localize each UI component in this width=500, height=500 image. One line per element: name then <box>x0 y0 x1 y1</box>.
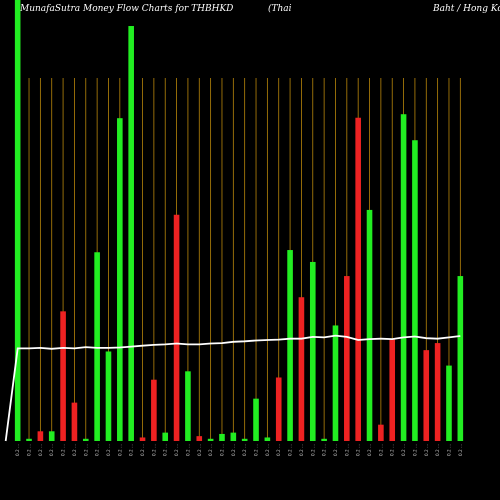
bar <box>264 437 271 441</box>
bar <box>423 350 430 441</box>
x-tick-label: 0.2 ... <box>219 444 224 456</box>
x-tick-label: 0.2 ... <box>356 444 361 456</box>
x-tick-label: 0.2 ... <box>458 444 463 456</box>
chart-title: MunafaSutra Money Flow Charts for THBHKD <box>20 4 234 14</box>
x-tick-label: 0.2 ... <box>83 444 88 456</box>
bar <box>117 118 123 442</box>
x-tick-label: 0.2 ... <box>435 444 440 456</box>
x-tick-label: 0.2 ... <box>38 444 43 456</box>
line-group <box>4 334 461 442</box>
x-tick-label: 0.2 ... <box>231 444 236 456</box>
chart-title-pair: Baht / Hong Kong <box>433 4 500 14</box>
bar <box>309 261 316 441</box>
bar <box>241 438 248 441</box>
x-tick-label: 0.2 ... <box>197 444 202 456</box>
bar <box>14 0 21 441</box>
x-tick-label: 0.2 ... <box>129 444 134 456</box>
bar <box>82 438 89 441</box>
x-tick-label: 0.2 ... <box>163 444 168 456</box>
x-tick-label: 0.2 ... <box>333 444 338 456</box>
x-tick-label: 0.2 ... <box>95 444 100 456</box>
x-tick-label: 0.2 ... <box>208 444 213 456</box>
bar <box>60 311 66 441</box>
x-tick-label: 0.2 ... <box>174 444 179 456</box>
bar <box>253 398 259 441</box>
x-tick-label: 0.2 ... <box>322 444 327 456</box>
bar <box>37 431 44 441</box>
bar <box>185 371 191 441</box>
bar <box>446 365 452 441</box>
x-tick-label: 0.2 ... <box>254 444 259 456</box>
x-tick-label: 0.2 ... <box>265 444 270 456</box>
bar <box>151 379 157 441</box>
bar <box>128 26 134 441</box>
x-tick-label: 0.2 ... <box>288 444 293 456</box>
bar <box>400 114 407 442</box>
bar <box>26 438 32 441</box>
bars-group <box>14 0 464 442</box>
x-tick-label: 0.2 ... <box>367 444 372 456</box>
x-tick-label: 0.2 ... <box>390 444 395 456</box>
bar <box>321 438 327 441</box>
x-tick-label: 0.2 ... <box>72 444 77 456</box>
x-tick-label: 0.2 ... <box>117 444 122 456</box>
bar <box>389 339 396 441</box>
chart-title-currency: (Thai <box>268 4 292 14</box>
tick-labels-group: 0.2 ... 0.2 ... 0.2 ... 0.2 ... 0.2 ... 0.2 .… <box>15 444 463 456</box>
x-tick-label: 0.2 ... <box>151 444 156 456</box>
x-tick-label: 0.2 ... <box>299 444 304 456</box>
x-tick-label: 0.2 ... <box>27 444 32 456</box>
x-tick-label: 0.2 ... <box>185 444 190 456</box>
x-tick-label: 0.2 ... <box>310 444 315 456</box>
x-tick-label: 0.2 ... <box>242 444 247 456</box>
bar <box>162 432 169 441</box>
bar <box>355 117 361 441</box>
x-tick-label: 0.2 ... <box>446 444 451 456</box>
x-tick-label: 0.2 ... <box>140 444 145 456</box>
x-tick-label: 0.2 ... <box>401 444 406 456</box>
x-tick-label: 0.2 ... <box>412 444 417 456</box>
bar <box>412 140 418 441</box>
x-tick-label: 0.2 ... <box>424 444 429 456</box>
bar <box>332 325 339 441</box>
bar <box>434 343 441 441</box>
bar <box>207 438 214 441</box>
x-tick-label: 0.2 ... <box>344 444 349 456</box>
bar <box>457 276 464 441</box>
bar <box>94 252 100 441</box>
bar <box>344 276 350 441</box>
bar <box>173 214 180 441</box>
x-tick-label: 0.2 ... <box>276 444 281 456</box>
series-line <box>4 334 461 442</box>
bar <box>71 402 78 441</box>
bar <box>366 209 373 441</box>
x-tick-label: 0.2 ... <box>61 444 66 456</box>
bar <box>196 436 203 441</box>
bar <box>219 433 225 441</box>
x-tick-label: 0.2 ... <box>15 444 20 456</box>
x-tick-label: 0.2 ... <box>106 444 111 456</box>
x-tick-label: 0.2 ... <box>378 444 383 456</box>
bar <box>275 377 282 441</box>
bar <box>230 432 237 441</box>
bar <box>105 351 112 441</box>
bar <box>48 431 55 441</box>
bar <box>287 250 293 441</box>
bar <box>298 297 305 441</box>
bar <box>139 437 146 441</box>
bar <box>378 424 384 441</box>
x-tick-label: 0.2 ... <box>49 444 54 456</box>
